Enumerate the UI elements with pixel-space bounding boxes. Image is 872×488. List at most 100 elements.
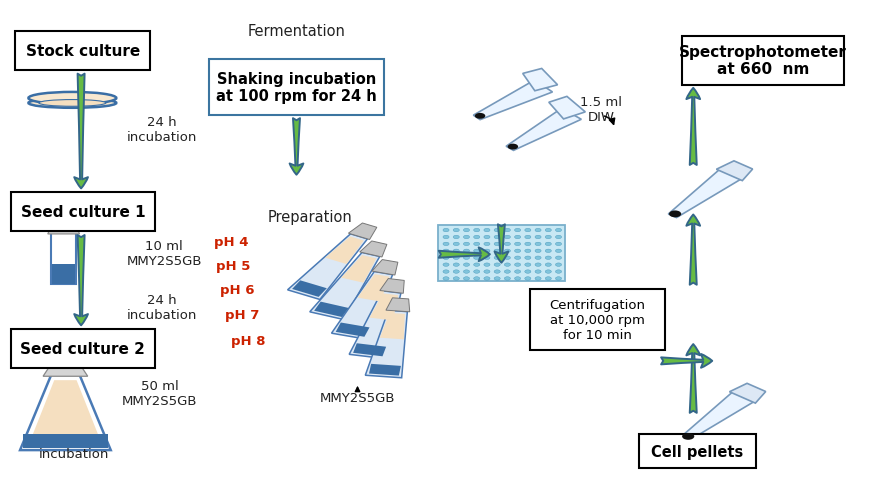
Circle shape — [504, 229, 510, 232]
Circle shape — [494, 257, 501, 260]
Polygon shape — [349, 224, 377, 240]
Circle shape — [443, 264, 449, 267]
Polygon shape — [548, 97, 585, 120]
Circle shape — [473, 236, 480, 239]
Polygon shape — [30, 381, 101, 441]
Circle shape — [484, 243, 490, 246]
Polygon shape — [341, 256, 377, 283]
Circle shape — [494, 236, 501, 239]
Circle shape — [535, 264, 542, 267]
Text: pH 7: pH 7 — [226, 308, 260, 321]
Circle shape — [443, 236, 449, 239]
Circle shape — [525, 243, 531, 246]
Text: Shaking incubation
at 100 rpm for 24 h: Shaking incubation at 100 rpm for 24 h — [216, 72, 377, 104]
Circle shape — [555, 277, 562, 281]
FancyBboxPatch shape — [16, 32, 150, 71]
Circle shape — [504, 257, 510, 260]
Circle shape — [545, 264, 551, 267]
Circle shape — [525, 257, 531, 260]
Circle shape — [453, 270, 460, 274]
Circle shape — [443, 257, 449, 260]
Text: 10 ml
MMY2S5GB: 10 ml MMY2S5GB — [126, 240, 202, 268]
Circle shape — [463, 249, 469, 253]
Circle shape — [484, 229, 490, 232]
Circle shape — [545, 236, 551, 239]
Circle shape — [473, 243, 480, 246]
FancyBboxPatch shape — [530, 289, 664, 350]
Circle shape — [504, 236, 510, 239]
Circle shape — [453, 264, 460, 267]
Circle shape — [525, 277, 531, 281]
Polygon shape — [380, 313, 405, 340]
Circle shape — [514, 236, 521, 239]
Polygon shape — [730, 384, 766, 403]
Circle shape — [463, 236, 469, 239]
Polygon shape — [43, 364, 88, 377]
Circle shape — [508, 144, 518, 150]
Circle shape — [463, 229, 469, 232]
Circle shape — [443, 229, 449, 232]
Circle shape — [473, 229, 480, 232]
Polygon shape — [23, 434, 108, 448]
Circle shape — [504, 270, 510, 274]
Circle shape — [463, 264, 469, 267]
Polygon shape — [506, 109, 582, 151]
Circle shape — [504, 264, 510, 267]
Polygon shape — [48, 223, 79, 235]
Circle shape — [555, 270, 562, 274]
Polygon shape — [353, 344, 386, 357]
Circle shape — [484, 236, 490, 239]
Circle shape — [494, 264, 501, 267]
Text: pH 4: pH 4 — [214, 235, 249, 248]
Circle shape — [535, 243, 542, 246]
Polygon shape — [365, 311, 407, 378]
Circle shape — [453, 243, 460, 246]
Circle shape — [555, 264, 562, 267]
Circle shape — [514, 270, 521, 274]
Circle shape — [484, 257, 490, 260]
Circle shape — [494, 229, 501, 232]
Circle shape — [463, 277, 469, 281]
Polygon shape — [372, 260, 398, 275]
Polygon shape — [370, 294, 399, 321]
Text: 1.5 ml
DIW: 1.5 ml DIW — [580, 96, 622, 124]
Text: 24 h
incubation: 24 h incubation — [126, 293, 197, 322]
FancyBboxPatch shape — [209, 60, 384, 116]
Polygon shape — [681, 391, 755, 440]
Text: Centrifugation
at 10,000 rpm
for 10 min: Centrifugation at 10,000 rpm for 10 min — [549, 298, 645, 341]
Polygon shape — [473, 81, 553, 121]
Circle shape — [484, 249, 490, 253]
Circle shape — [504, 277, 510, 281]
Circle shape — [555, 243, 562, 246]
Text: 50 ml
MMY2S5GB: 50 ml MMY2S5GB — [122, 379, 198, 407]
Circle shape — [669, 211, 681, 218]
Polygon shape — [310, 253, 379, 320]
Polygon shape — [668, 169, 742, 218]
Text: 24 h
incubation: 24 h incubation — [126, 115, 197, 143]
Text: pH 6: pH 6 — [220, 284, 255, 297]
Circle shape — [473, 270, 480, 274]
Text: Fermentation: Fermentation — [248, 24, 345, 39]
Circle shape — [535, 270, 542, 274]
Text: 24 h
incubation: 24 h incubation — [39, 432, 109, 461]
Circle shape — [453, 236, 460, 239]
Circle shape — [443, 270, 449, 274]
Circle shape — [525, 229, 531, 232]
Circle shape — [514, 277, 521, 281]
Circle shape — [453, 257, 460, 260]
Circle shape — [463, 243, 469, 246]
Polygon shape — [386, 298, 410, 312]
Polygon shape — [358, 275, 390, 302]
Circle shape — [475, 114, 486, 120]
Circle shape — [443, 277, 449, 281]
Circle shape — [494, 249, 501, 253]
Circle shape — [473, 257, 480, 260]
Circle shape — [525, 236, 531, 239]
Ellipse shape — [29, 99, 116, 108]
Circle shape — [463, 270, 469, 274]
Circle shape — [514, 264, 521, 267]
Polygon shape — [336, 323, 370, 337]
Polygon shape — [20, 375, 111, 450]
Circle shape — [484, 264, 490, 267]
Circle shape — [525, 264, 531, 267]
